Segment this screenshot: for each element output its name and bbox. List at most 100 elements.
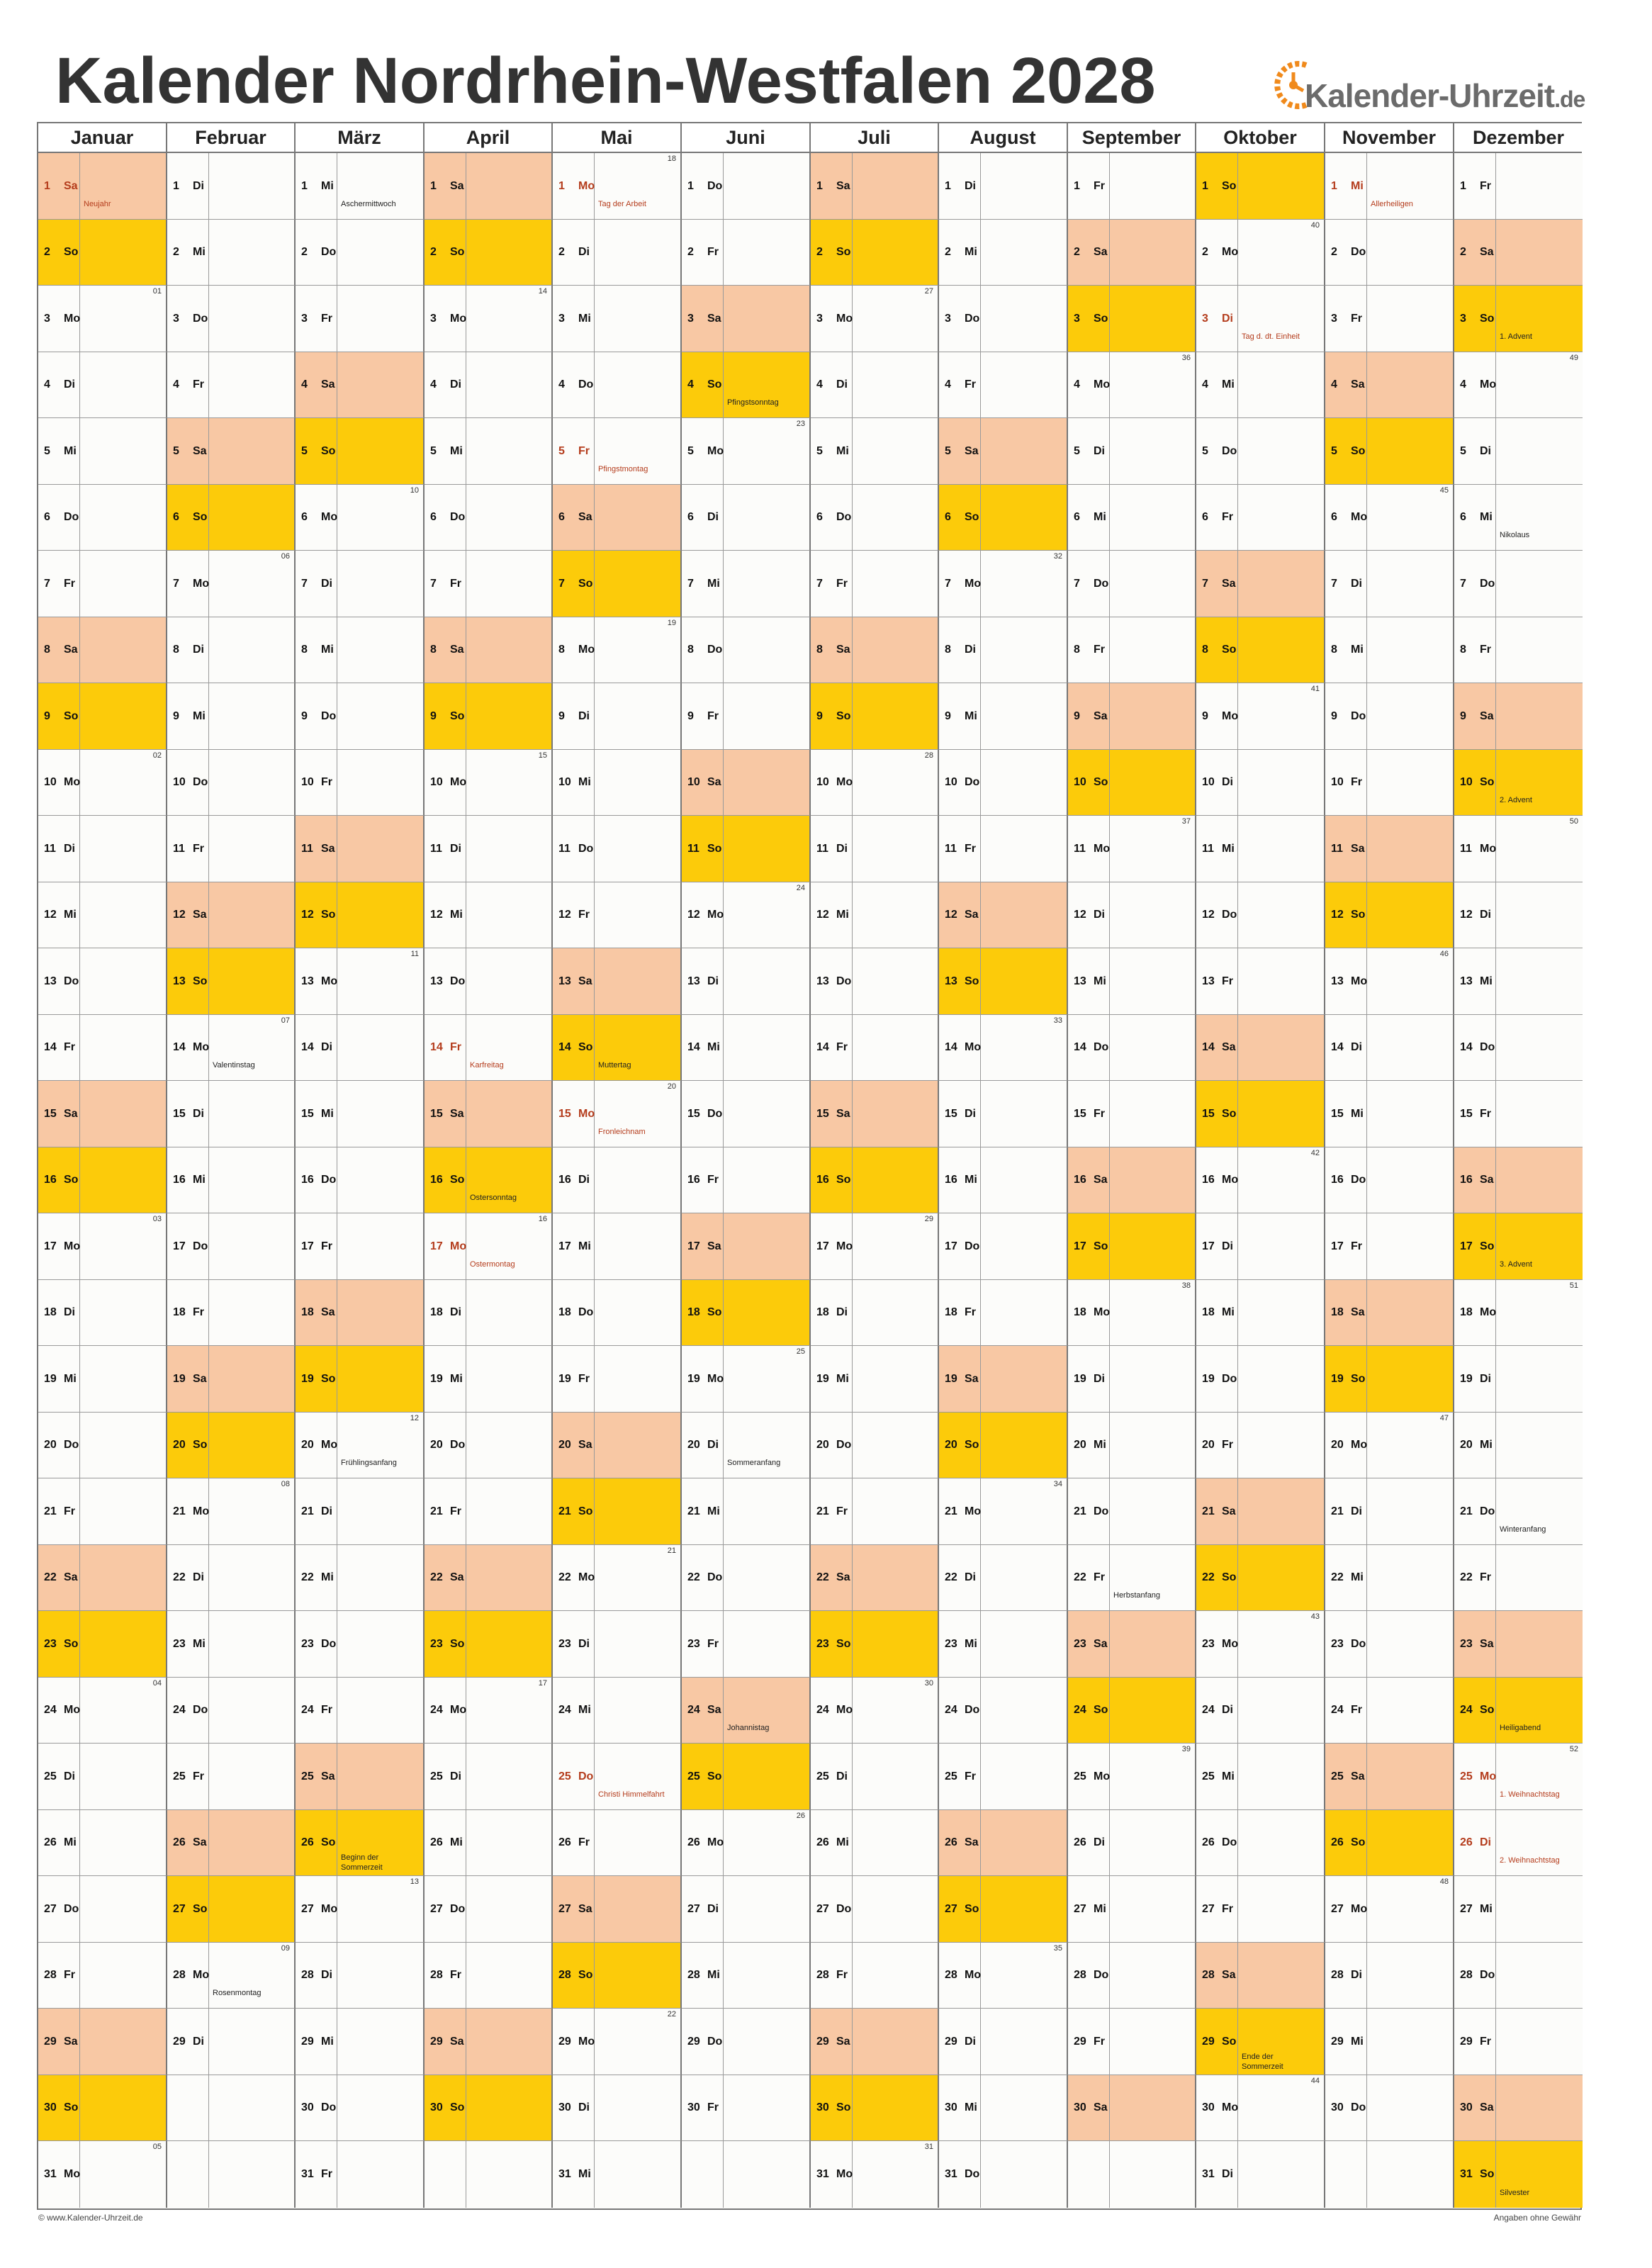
day-number: 10 [44, 776, 57, 788]
day-number: 28 [1331, 1969, 1344, 1981]
day-column-divider [939, 750, 981, 815]
weekday-label: Sa [1094, 1174, 1108, 1186]
weekday-label: So [965, 1902, 979, 1915]
day-number: 8 [301, 644, 308, 656]
day-number: 28 [430, 1969, 443, 1981]
day-number: 20 [816, 1439, 829, 1451]
weekday-label: Sa [1094, 2101, 1108, 2113]
weekday-label: Sa [836, 179, 850, 192]
day-cell: 27 Mi [1454, 1876, 1583, 1943]
day-number: 12 [430, 909, 443, 921]
weekday-label: Do [1094, 1505, 1109, 1517]
day-column-divider [1196, 153, 1238, 219]
day-cell: 10 Do [167, 750, 296, 816]
day-number: 11 [173, 842, 185, 855]
weekday-label: Mo [193, 577, 210, 590]
day-column-divider [296, 1678, 337, 1743]
day-cell: 26 So Beginn der Sommerzeit [296, 1810, 425, 1876]
day-column-divider [1068, 1810, 1110, 1875]
logo[interactable]: Kalender-Uhrzeit.de [1272, 54, 1585, 125]
weekday-label: Sa [321, 842, 335, 855]
weekday-label: Di [1480, 1836, 1491, 1848]
day-column-divider [1325, 1545, 1367, 1610]
day-number: 2 [301, 246, 308, 258]
week-number: 42 [1310, 1149, 1320, 1157]
day-column-divider [167, 2009, 209, 2075]
day-cell: 29 Sa [425, 2009, 553, 2075]
day-cell: 24 Do [167, 1678, 296, 1744]
day-cell: 20 So [939, 1413, 1068, 1478]
day-cell: 21 Do [1068, 1478, 1196, 1545]
weekday-label: So [836, 246, 851, 258]
day-cell: 24 Mo 30 [811, 1678, 939, 1744]
day-number: 19 [1202, 1372, 1215, 1385]
week-number: 23 [796, 420, 805, 428]
day-cell: 12 Do [1196, 882, 1325, 948]
day-cell: 15 Sa [425, 1081, 553, 1147]
day-number: 17 [687, 1240, 700, 1252]
day-cell: 7 So [553, 551, 682, 617]
weekday-label: So [1480, 2168, 1495, 2180]
day-cell: 13 So [939, 948, 1068, 1015]
event-label: 2. Advent [1500, 796, 1532, 804]
day-column-divider [553, 1081, 595, 1147]
day-cell: 18 Mo 38 [1068, 1280, 1196, 1346]
day-number: 27 [173, 1902, 186, 1915]
day-column-divider [38, 352, 80, 417]
weekday-label: So [1480, 1240, 1495, 1252]
weekday-label: Sa [321, 1306, 335, 1318]
logo-name: Kalender-Uhrzeit [1305, 77, 1555, 114]
day-column-divider [553, 1413, 595, 1478]
day-column-divider [811, 683, 853, 749]
weekday-label: Fr [836, 1969, 848, 1981]
weekday-label: Sa [1094, 709, 1108, 722]
day-number: 15 [687, 1107, 700, 1120]
weekday-label: Mi [1480, 1902, 1493, 1915]
weekday-label: Di [1351, 1041, 1362, 1053]
day-column-divider [939, 1213, 981, 1279]
day-cell: 5 So [1325, 418, 1454, 485]
day-cell: 19 So [296, 1346, 425, 1413]
day-cell: 4 Fr [939, 352, 1068, 418]
day-number: 9 [945, 709, 951, 722]
weekday-label: Do [707, 2035, 723, 2048]
day-number: 4 [816, 378, 823, 391]
weekday-label: Mo [193, 1041, 210, 1053]
weekday-label: Di [578, 1174, 590, 1186]
day-column-divider [1196, 1943, 1238, 2008]
day-column-divider [1068, 1147, 1110, 1213]
day-column-divider [682, 816, 724, 882]
day-cell: 8 Di [939, 617, 1068, 683]
day-column-divider [939, 1678, 981, 1743]
day-cell: 18 Sa [296, 1280, 425, 1346]
week-number: 19 [667, 619, 676, 627]
weekday-label: Fr [64, 1969, 75, 1981]
weekday-label: Sa [965, 909, 979, 921]
day-column-divider [553, 1545, 595, 1610]
day-cell: 2 Di [553, 220, 682, 286]
day-number: 11 [1460, 842, 1472, 855]
day-number: 19 [558, 1372, 571, 1385]
day-number: 25 [1460, 1770, 1473, 1783]
weekday-label: Fr [321, 776, 332, 788]
day-cell: 1 Fr [1068, 153, 1196, 220]
weekday-label: Di [450, 842, 461, 855]
day-cell: 15 Sa [38, 1081, 167, 1147]
day-number: 7 [1202, 577, 1208, 590]
weekday-label: Do [1351, 2101, 1366, 2113]
weekday-label: Di [1222, 1704, 1233, 1716]
weekday-label: Mo [707, 444, 724, 457]
weekday-label: So [1222, 1107, 1237, 1120]
day-cell: 3 Di Tag d. dt. Einheit [1196, 286, 1325, 352]
day-column-divider [425, 683, 466, 749]
day-cell: 11 Di [425, 816, 553, 882]
day-column-divider [939, 2075, 981, 2140]
event-label: 3. Advent [1500, 1260, 1532, 1269]
day-cell: 13 Fr [1196, 948, 1325, 1015]
day-number: 14 [430, 1041, 443, 1053]
weekday-label: Fr [965, 842, 976, 855]
day-number: 7 [301, 577, 308, 590]
day-number: 23 [1460, 1637, 1473, 1650]
day-cell: 16 Mi [167, 1147, 296, 1213]
day-cell: 27 Mi [1068, 1876, 1196, 1943]
